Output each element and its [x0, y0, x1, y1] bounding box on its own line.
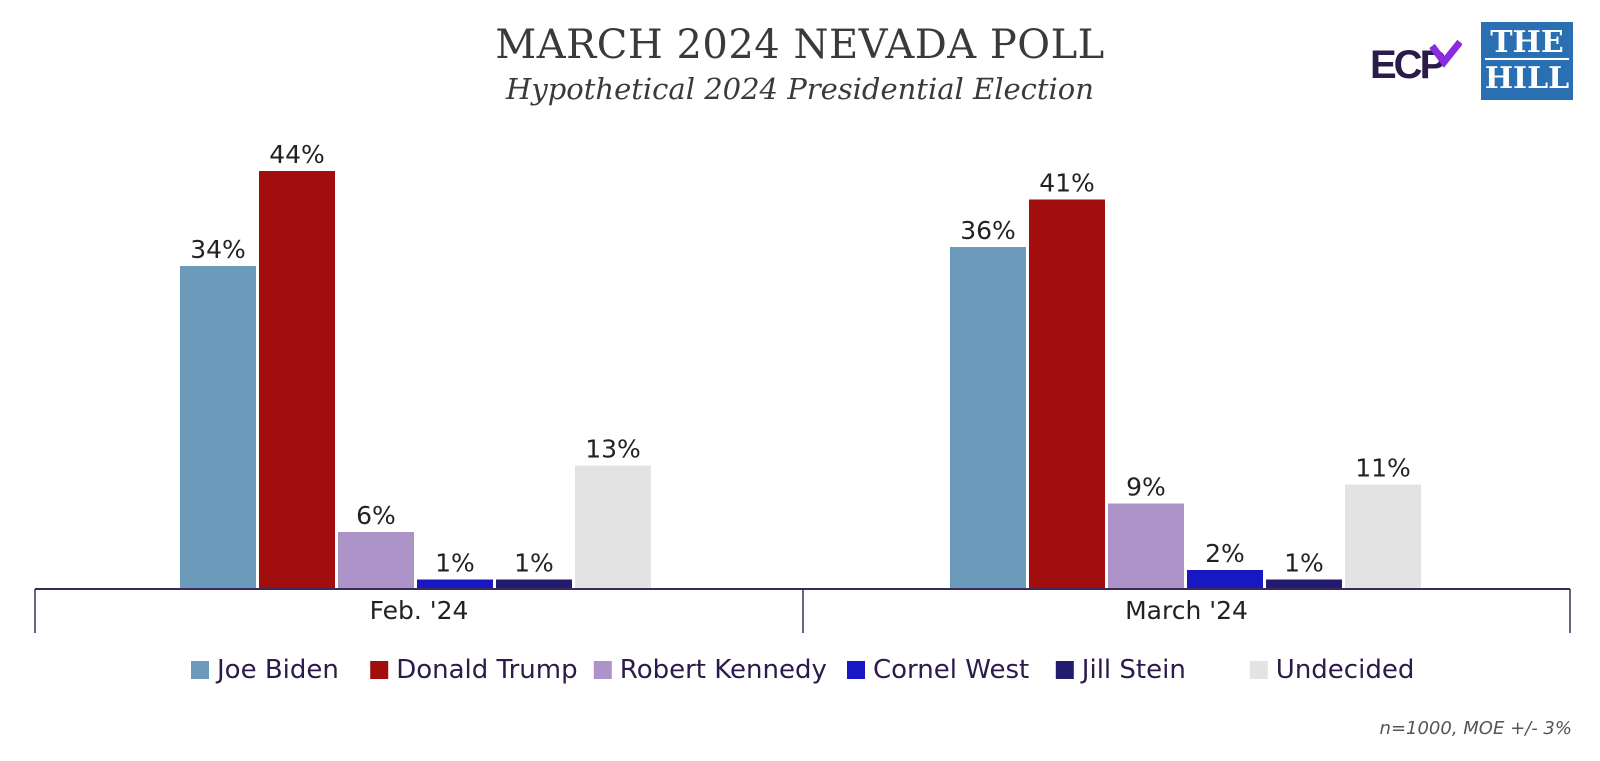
bar-jill-stein-march [1266, 579, 1342, 589]
bar-joe-biden-march [950, 247, 1026, 589]
legend-label: Cornel West [873, 655, 1029, 685]
legend-swatch [1055, 661, 1074, 679]
bar-robert-kennedy-feb [338, 532, 414, 589]
bar-donald-trump-march [1029, 199, 1105, 589]
data-label: 9% [1126, 473, 1166, 502]
chart-title: MARCH 2024 NEVADA POLL [495, 22, 1105, 68]
data-label: 11% [1355, 454, 1411, 483]
data-label: 44% [269, 140, 325, 169]
legend-label: Undecided [1276, 655, 1415, 685]
legend-label: Joe Biden [215, 655, 339, 685]
bar-jill-stein-feb [496, 579, 572, 589]
data-label: 1% [514, 549, 554, 578]
legend-swatch [370, 661, 389, 679]
bar-joe-biden-feb [180, 266, 256, 589]
bar-undecided-feb [575, 465, 651, 589]
bar-donald-trump-feb [259, 171, 335, 589]
legend-swatch [191, 661, 209, 679]
bar-robert-kennedy-march [1108, 503, 1184, 589]
x-tick-label: March '24 [1125, 596, 1248, 625]
data-label: 13% [585, 435, 641, 464]
sample-note: n=1000, MOE +/- 3% [1379, 718, 1572, 739]
legend-swatch [1249, 661, 1268, 679]
bar-cornel-west-feb [417, 579, 493, 589]
data-label: 36% [960, 216, 1016, 245]
bar-cornel-west-march [1187, 570, 1263, 589]
ecp-check-icon [1429, 40, 1462, 68]
the-hill-logo-line1: THE [1485, 22, 1569, 60]
chart-subtitle: Hypothetical 2024 Presidential Election [506, 72, 1094, 106]
data-label: 1% [435, 549, 475, 578]
legend-swatch [593, 661, 612, 679]
bar-undecided-march [1345, 484, 1421, 589]
data-label: 34% [190, 235, 246, 264]
data-label: 41% [1039, 169, 1095, 198]
data-label: 6% [356, 501, 396, 530]
legend-swatch [847, 661, 865, 679]
the-hill-logo-line2: HILL [1484, 61, 1570, 96]
legend-label: Robert Kennedy [620, 655, 827, 685]
data-label: 2% [1205, 539, 1245, 568]
the-hill-logo: THE HILL [1481, 22, 1573, 100]
ecp-logo: ECP [1370, 40, 1462, 84]
legend-label: Jill Stein [1080, 655, 1186, 685]
legend-label: Donald Trump [396, 655, 577, 685]
data-label: 1% [1284, 549, 1324, 578]
x-tick-label: Feb. '24 [370, 596, 469, 625]
